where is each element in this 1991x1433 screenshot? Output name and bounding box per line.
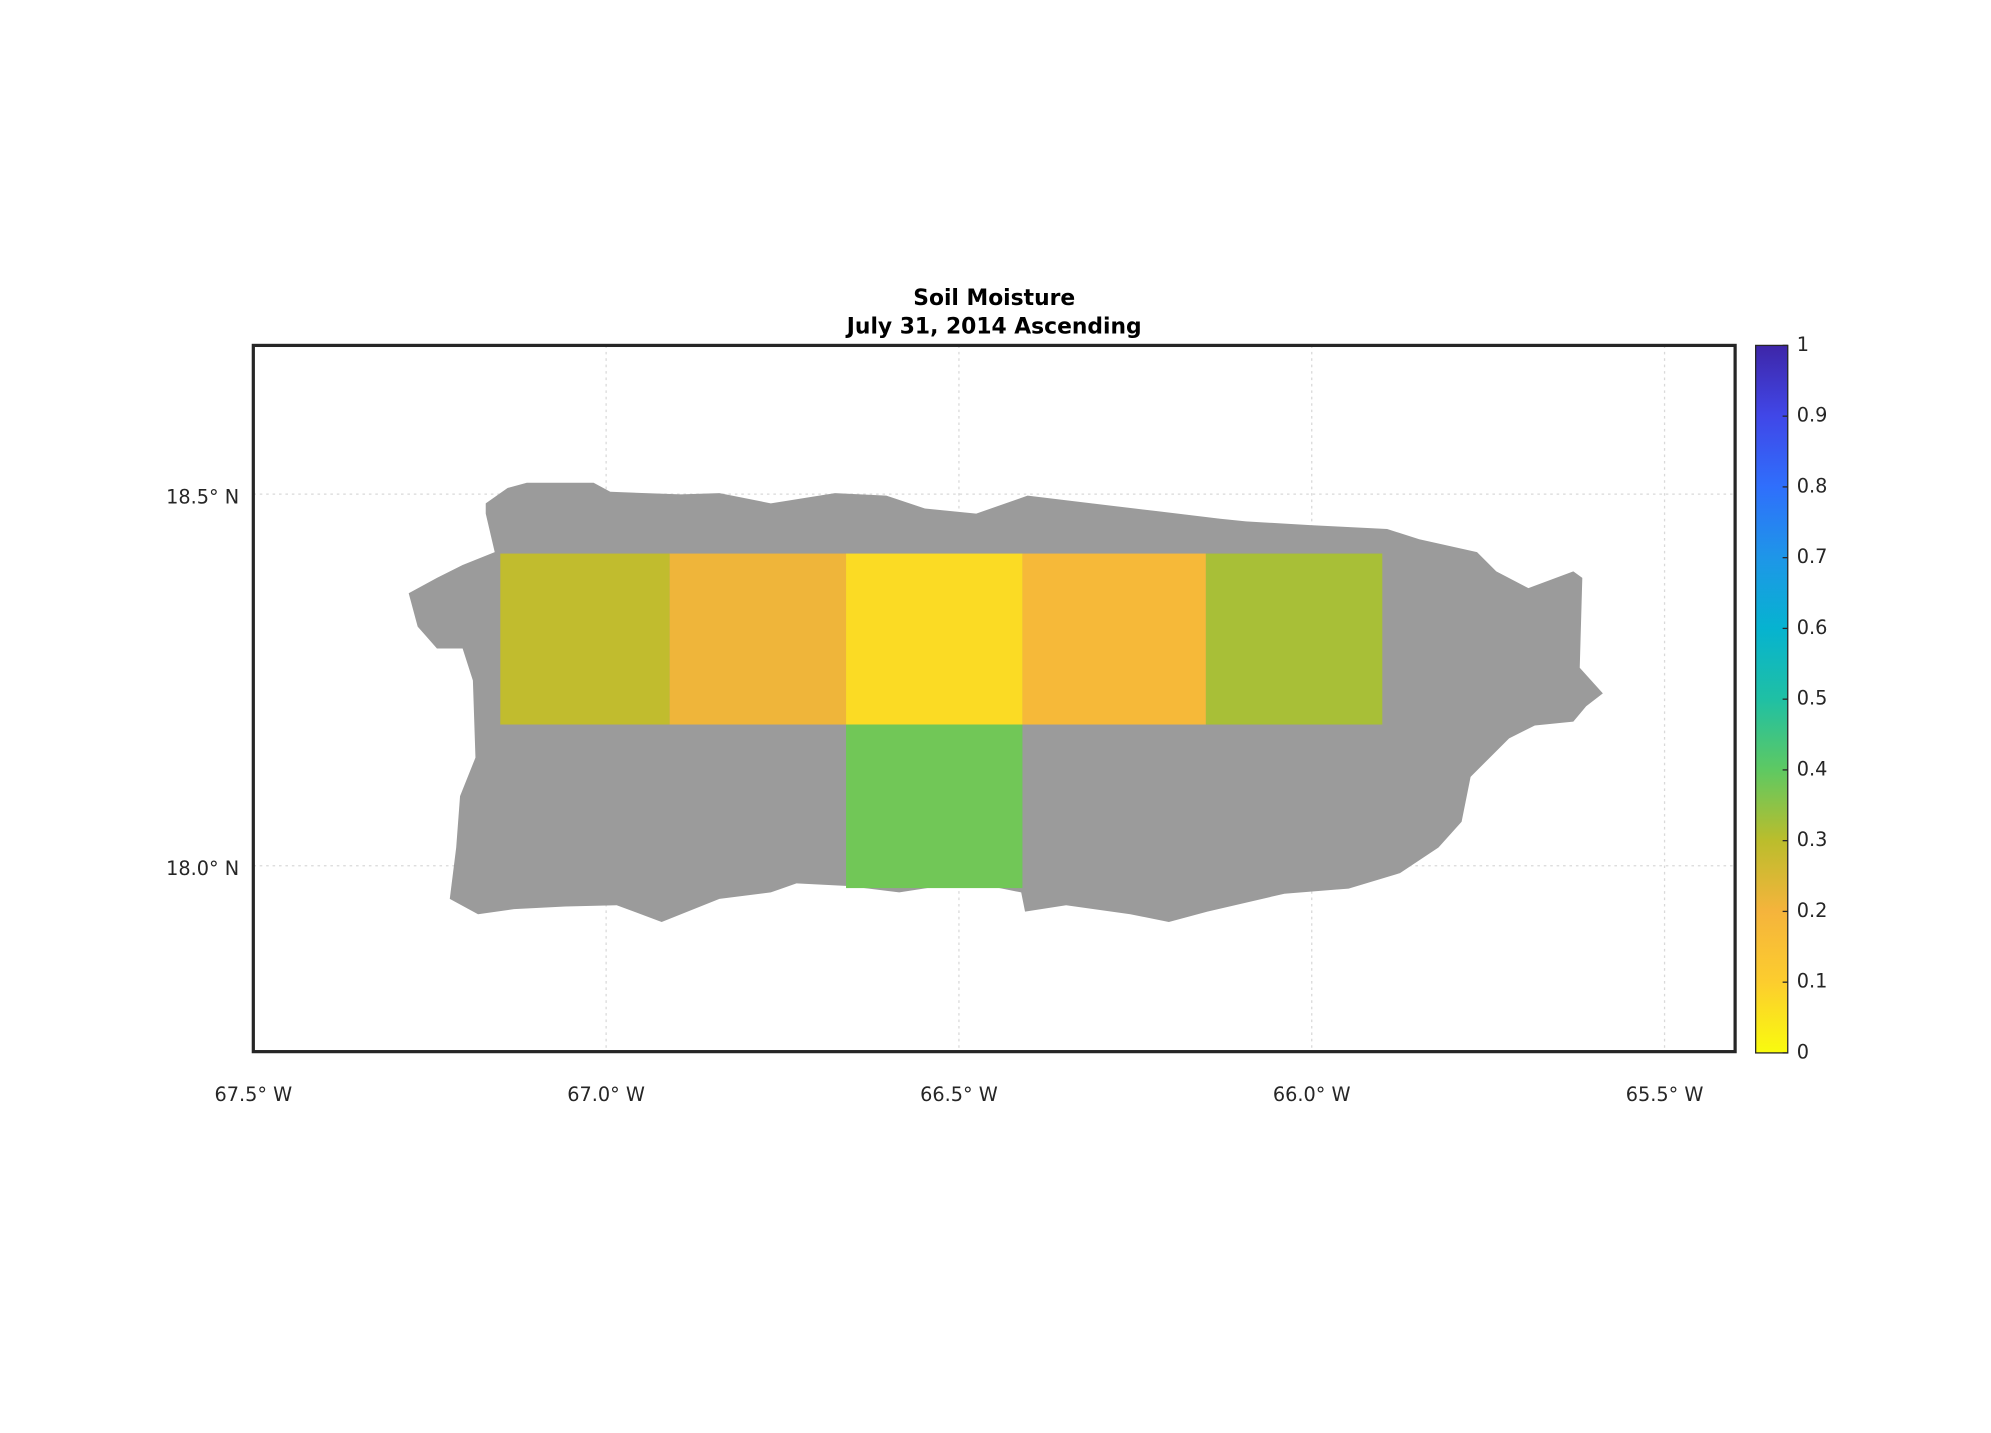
colorbar-tick-label: 0.8 [1797,474,1828,497]
colorbar-tick-label: 0.6 [1797,616,1828,639]
y-tick-label: 18.0° N [166,857,239,880]
cells [500,553,1383,889]
x-tick-label: 65.5° W [1626,1083,1704,1106]
cell [669,553,847,725]
x-tick-label: 66.5° W [920,1083,998,1106]
colorbar-tick-label: 0.1 [1797,970,1828,993]
colorbar-tick-label: 0.5 [1797,687,1828,710]
x-tick-label: 66.0° W [1273,1083,1351,1106]
colorbar-tick-label: 1 [1797,333,1809,356]
chart-title: Soil Moisture [913,286,1075,311]
cell [500,553,670,725]
cell [846,553,1023,725]
colorbar [1755,344,1789,1054]
map-layer [408,482,1603,922]
colorbar-tick-label: 0.4 [1797,757,1828,780]
colorbar-tick-label: 0.3 [1797,828,1828,851]
plot-frame [251,343,1737,1054]
cell [1022,553,1206,725]
colorbar-tick-label: 0.2 [1797,899,1828,922]
colorbar-tick-label: 0.9 [1797,404,1828,427]
colorbar-tick-label: 0 [1797,1040,1809,1063]
colorbar-ticks: 0 0.1 0.2 0.3 0.4 0.5 0.6 0.7 0.8 0.9 1 [1782,333,1828,1063]
cell [846,724,1023,889]
x-tick-label: 67.5° W [214,1083,292,1106]
y-tick-label: 18.5° N [166,485,239,508]
cell [1205,553,1383,725]
x-tick-label: 67.0° W [567,1083,645,1106]
chart-subtitle: July 31, 2014 Ascending [845,314,1142,339]
colorbar-tick-label: 0.7 [1797,545,1828,568]
